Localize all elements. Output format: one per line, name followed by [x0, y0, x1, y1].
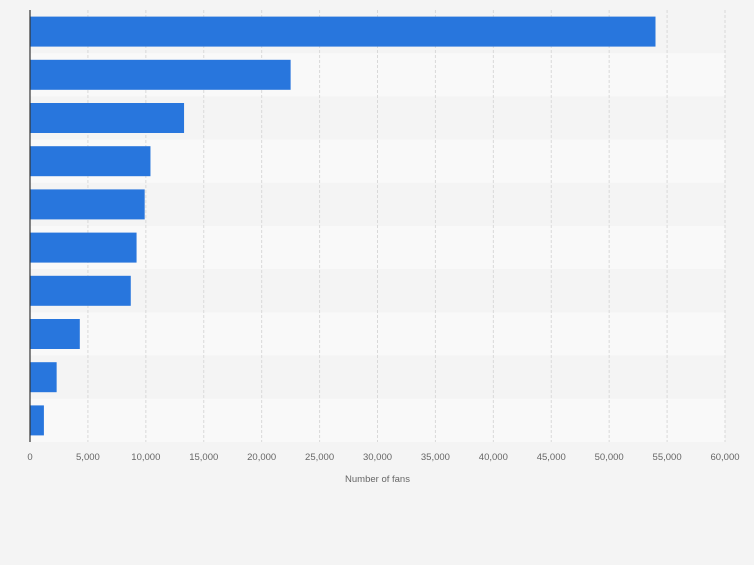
x-tick-label: 5,000	[76, 452, 100, 463]
bar[interactable]	[30, 405, 44, 436]
x-tick-label: 30,000	[363, 452, 392, 463]
bar[interactable]	[30, 16, 656, 47]
x-tick-label: 50,000	[595, 452, 624, 463]
x-tick-label: 0	[27, 452, 32, 463]
x-tick-label: 10,000	[131, 452, 160, 463]
x-tick-label: 35,000	[421, 452, 450, 463]
bar[interactable]	[30, 319, 80, 349]
x-axis-label: Number of fans	[345, 474, 410, 485]
x-tick-label: 15,000	[189, 452, 218, 463]
x-axis-ticks: 0 5,000 10,000 15,000 20,000 25,000 30,000 35,0…	[27, 452, 739, 463]
bar[interactable]	[30, 232, 137, 263]
x-tick-label: 40,000	[479, 452, 508, 463]
x-tick-label: 25,000	[305, 452, 334, 463]
row-band	[30, 312, 725, 356]
x-tick-label: 20,000	[247, 452, 276, 463]
bars	[30, 16, 656, 436]
bar[interactable]	[30, 362, 57, 393]
x-tick-label: 45,000	[537, 452, 566, 463]
bar[interactable]	[30, 59, 291, 90]
x-tick-label: 55,000	[653, 452, 682, 463]
bar[interactable]	[30, 189, 145, 220]
bar[interactable]	[30, 103, 185, 133]
bar[interactable]	[30, 275, 131, 306]
bar[interactable]	[30, 146, 151, 177]
x-tick-label: 60,000	[710, 452, 739, 463]
